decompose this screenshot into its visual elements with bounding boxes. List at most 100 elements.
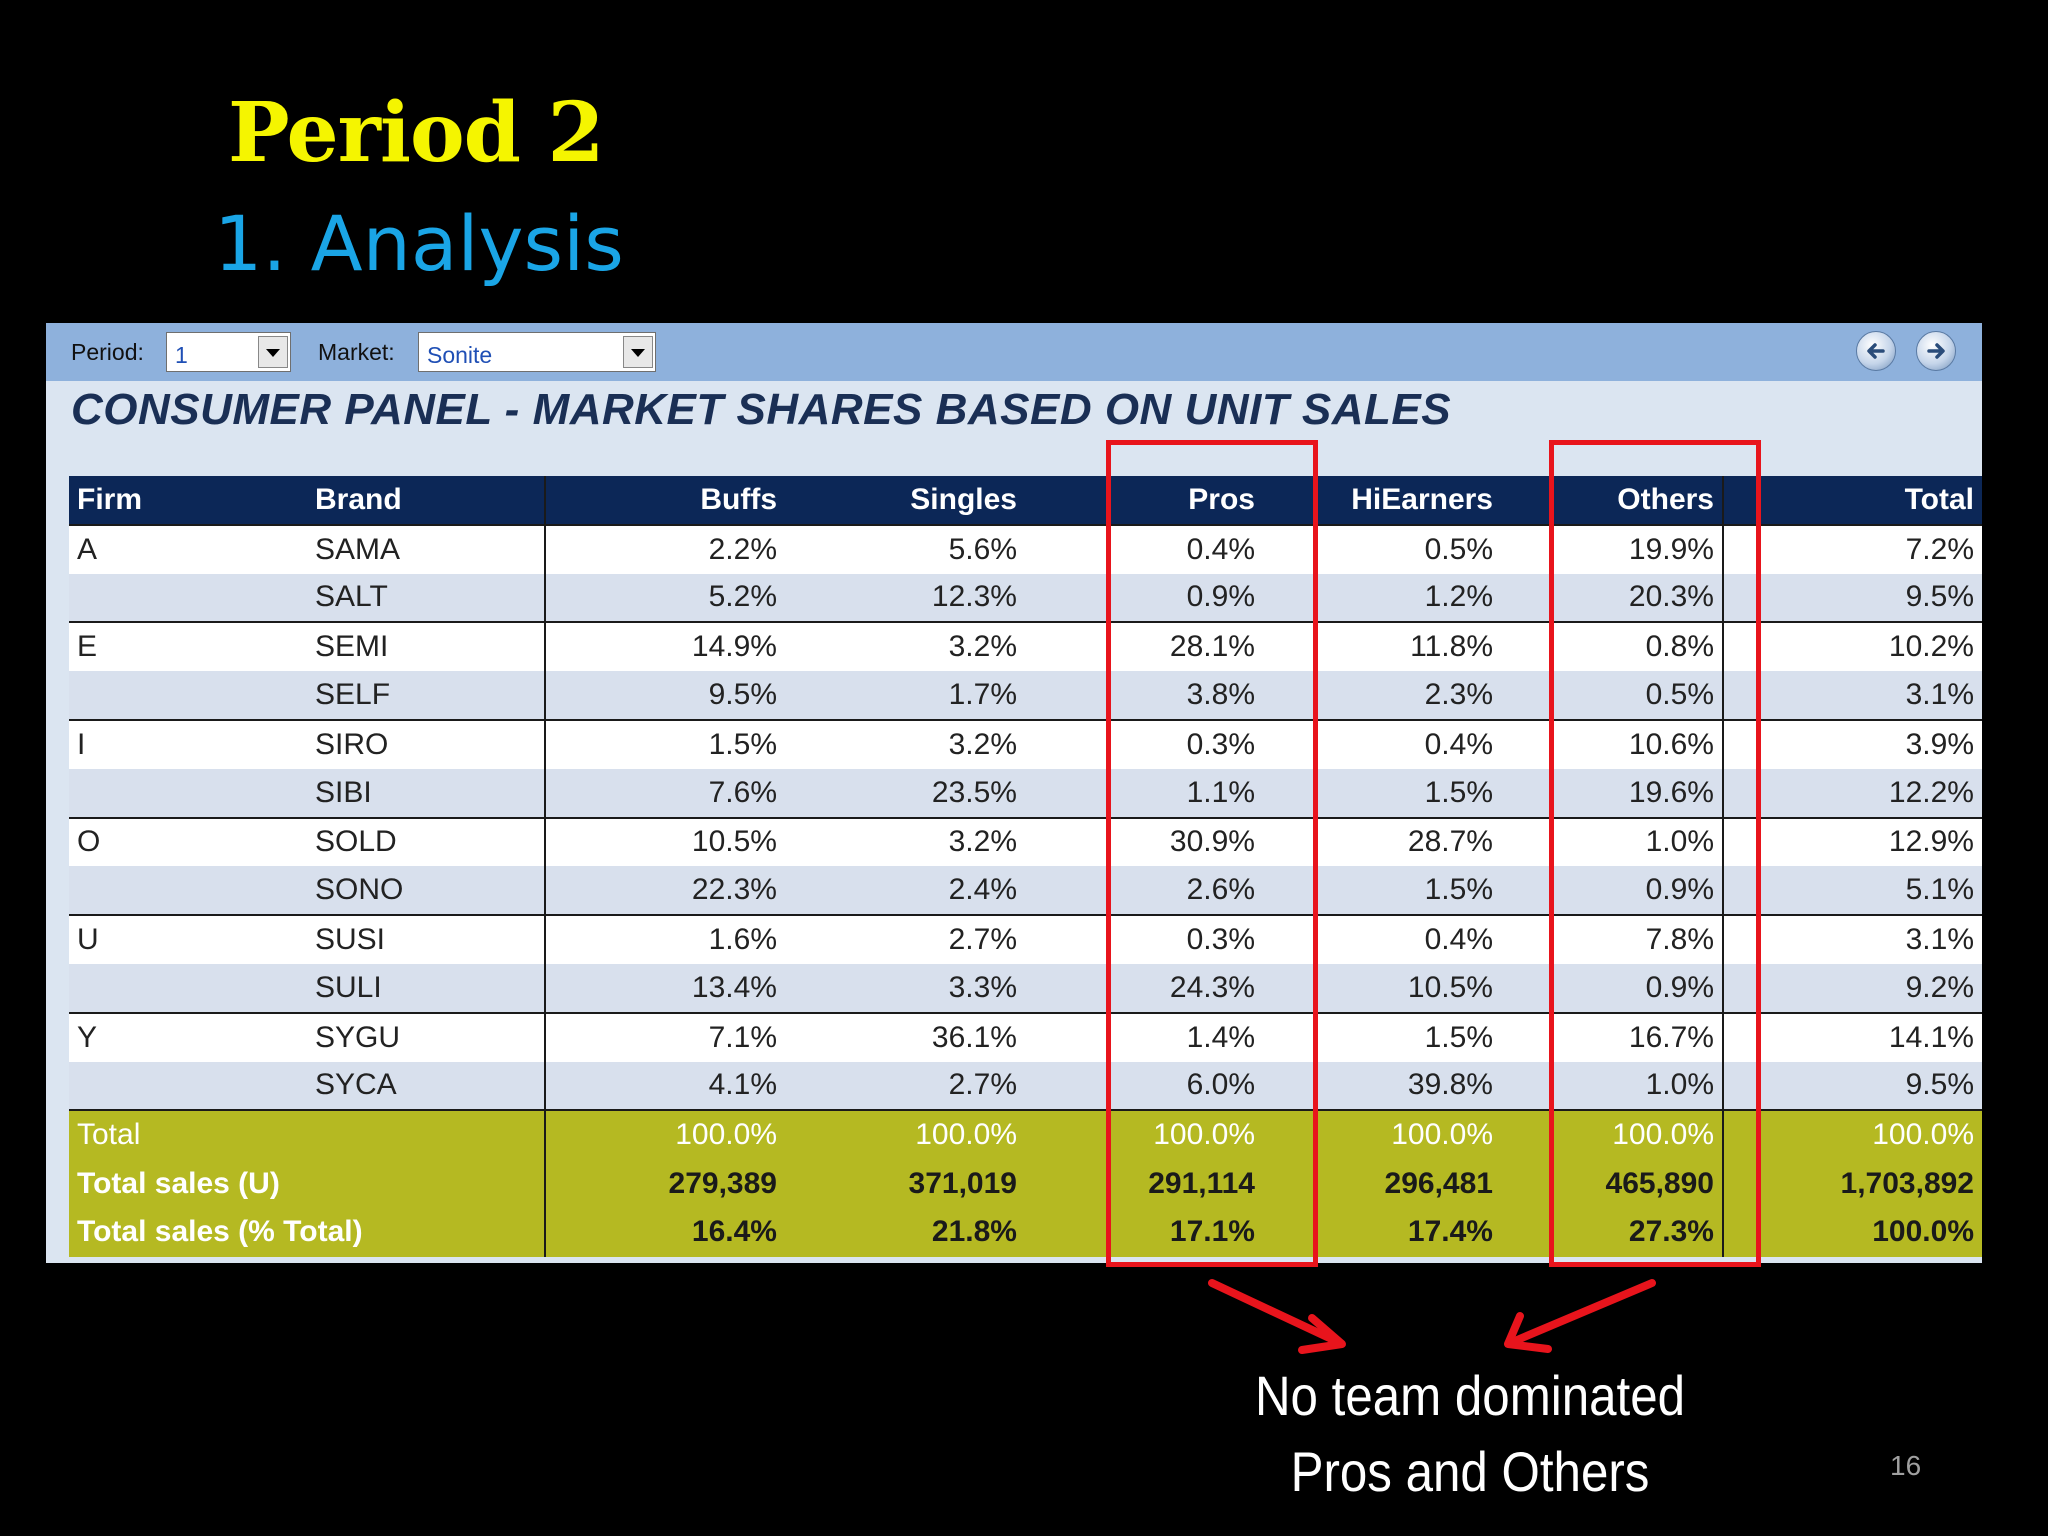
- chevron-down-icon[interactable]: [258, 336, 288, 368]
- back-arrow-icon[interactable]: [1856, 331, 1896, 371]
- share-cell: 1.7%: [785, 671, 1025, 720]
- table-row: E SEMI 14.9% 3.2% 28.1% 11.8% 0.8% 10.2%: [69, 622, 1982, 672]
- share-cell: 2.7%: [785, 915, 1025, 964]
- forward-arrow-icon[interactable]: [1916, 331, 1956, 371]
- share-cell: 0.4%: [1025, 524, 1263, 574]
- share-cell: 12.3%: [785, 573, 1025, 623]
- totals-label: Total: [69, 1110, 546, 1160]
- column-header: Buffs: [545, 476, 785, 525]
- share-cell: 19.6%: [1501, 768, 1724, 818]
- share-cell: 24.3%: [1025, 963, 1263, 1013]
- period-label: Period:: [71, 339, 144, 365]
- totals-cell: 17.4%: [1263, 1207, 1501, 1257]
- totals-cell: 100.0%: [785, 1110, 1025, 1160]
- share-cell: 0.8%: [1501, 622, 1724, 672]
- share-cell: 0.9%: [1025, 573, 1263, 623]
- share-cell: 2.4%: [785, 866, 1025, 916]
- totals-cell: 21.8%: [785, 1207, 1025, 1257]
- totals-cell: 100.0%: [1723, 1110, 1982, 1160]
- totals-cell: 296,481: [1263, 1159, 1501, 1208]
- share-cell: 5.1%: [1723, 866, 1982, 916]
- firm-cell: [69, 866, 307, 916]
- column-header: Others: [1501, 476, 1724, 525]
- share-cell: 2.2%: [545, 524, 785, 574]
- share-cell: 14.1%: [1723, 1012, 1982, 1062]
- table-row: A SAMA 2.2% 5.6% 0.4% 0.5% 19.9% 7.2%: [69, 524, 1982, 574]
- arrowhead-left-icon: [1298, 1314, 1346, 1354]
- column-header: Brand: [307, 476, 546, 525]
- column-header: HiEarners: [1263, 476, 1501, 525]
- pros-highlight-box: [1106, 440, 1318, 1267]
- brand-cell: SYCA: [307, 1061, 546, 1111]
- brand-cell: SOLD: [307, 817, 546, 867]
- share-cell: 3.9%: [1723, 719, 1982, 769]
- share-cell: 39.8%: [1263, 1061, 1501, 1111]
- totals-cell: 100.0%: [545, 1110, 785, 1160]
- totals-cell: 27.3%: [1501, 1207, 1724, 1257]
- share-cell: 12.2%: [1723, 768, 1982, 818]
- share-cell: 23.5%: [785, 768, 1025, 818]
- share-cell: 3.2%: [785, 622, 1025, 672]
- chevron-down-icon[interactable]: [623, 336, 653, 368]
- brand-cell: SYGU: [307, 1012, 546, 1062]
- share-cell: 3.8%: [1025, 671, 1263, 720]
- brand-cell: SEMI: [307, 622, 546, 672]
- table-header-row: Firm Brand Buffs Singles Pros HiEarners …: [69, 476, 1982, 525]
- totals-cell: 279,389: [545, 1159, 785, 1208]
- period-select-value: 1: [175, 342, 188, 368]
- share-cell: 16.7%: [1501, 1012, 1724, 1062]
- others-highlight-box: [1549, 440, 1761, 1267]
- share-cell: 12.9%: [1723, 817, 1982, 867]
- brand-cell: SULI: [307, 963, 546, 1013]
- brand-cell: SONO: [307, 866, 546, 916]
- column-header: Pros: [1025, 476, 1263, 525]
- period-select[interactable]: 1: [166, 332, 291, 372]
- share-cell: 5.2%: [545, 573, 785, 623]
- share-cell: 7.6%: [545, 768, 785, 818]
- share-cell: 0.9%: [1501, 866, 1724, 916]
- share-cell: 13.4%: [545, 963, 785, 1013]
- share-cell: 1.0%: [1501, 1061, 1724, 1111]
- totals-row: Total sales (% Total) 16.4% 21.8% 17.1% 17.4…: [69, 1207, 1982, 1257]
- brand-cell: SIBI: [307, 768, 546, 818]
- share-cell: 1.4%: [1025, 1012, 1263, 1062]
- totals-cell: 465,890: [1501, 1159, 1724, 1208]
- share-cell: 1.5%: [1263, 768, 1501, 818]
- share-cell: 1.5%: [545, 719, 785, 769]
- column-header: Firm: [69, 476, 307, 525]
- toolbar: Period: 1 Market: Sonite: [46, 323, 1982, 381]
- share-cell: 3.2%: [785, 817, 1025, 867]
- share-cell: 1.2%: [1263, 573, 1501, 623]
- brand-cell: SELF: [307, 671, 546, 720]
- share-cell: 0.5%: [1501, 671, 1724, 720]
- share-cell: 6.0%: [1025, 1061, 1263, 1111]
- share-cell: 2.6%: [1025, 866, 1263, 916]
- share-cell: 9.5%: [545, 671, 785, 720]
- table-row: SELF 9.5% 1.7% 3.8% 2.3% 0.5% 3.1%: [69, 671, 1982, 720]
- panel-heading: CONSUMER PANEL - MARKET SHARES BASED ON …: [71, 385, 1452, 434]
- annotation-line: Pros and Others: [1290, 1440, 1650, 1503]
- firm-cell: [69, 1061, 307, 1111]
- share-cell: 1.6%: [545, 915, 785, 964]
- table-row: SALT 5.2% 12.3% 0.9% 1.2% 20.3% 9.5%: [69, 573, 1982, 623]
- table-row: O SOLD 10.5% 3.2% 30.9% 28.7% 1.0% 12.9%: [69, 817, 1982, 867]
- totals-row: Total 100.0% 100.0% 100.0% 100.0% 100.0% 100.0…: [69, 1110, 1982, 1160]
- share-cell: 1.1%: [1025, 768, 1263, 818]
- annotation-line: No team dominated: [1254, 1364, 1686, 1427]
- share-cell: 7.8%: [1501, 915, 1724, 964]
- table-row: SIBI 7.6% 23.5% 1.1% 1.5% 19.6% 12.2%: [69, 768, 1982, 818]
- totals-label: Total sales (U): [69, 1159, 546, 1208]
- totals-cell: 100.0%: [1025, 1110, 1263, 1160]
- totals-cell: 16.4%: [545, 1207, 785, 1257]
- firm-cell: [69, 671, 307, 720]
- table-row: U SUSI 1.6% 2.7% 0.3% 0.4% 7.8% 3.1%: [69, 915, 1982, 964]
- share-cell: 10.2%: [1723, 622, 1982, 672]
- share-cell: 1.5%: [1263, 866, 1501, 916]
- totals-cell: 371,019: [785, 1159, 1025, 1208]
- share-cell: 2.3%: [1263, 671, 1501, 720]
- firm-cell: [69, 768, 307, 818]
- arrowhead-right-icon: [1504, 1312, 1552, 1353]
- share-cell: 10.5%: [1263, 963, 1501, 1013]
- market-select[interactable]: Sonite: [418, 332, 656, 372]
